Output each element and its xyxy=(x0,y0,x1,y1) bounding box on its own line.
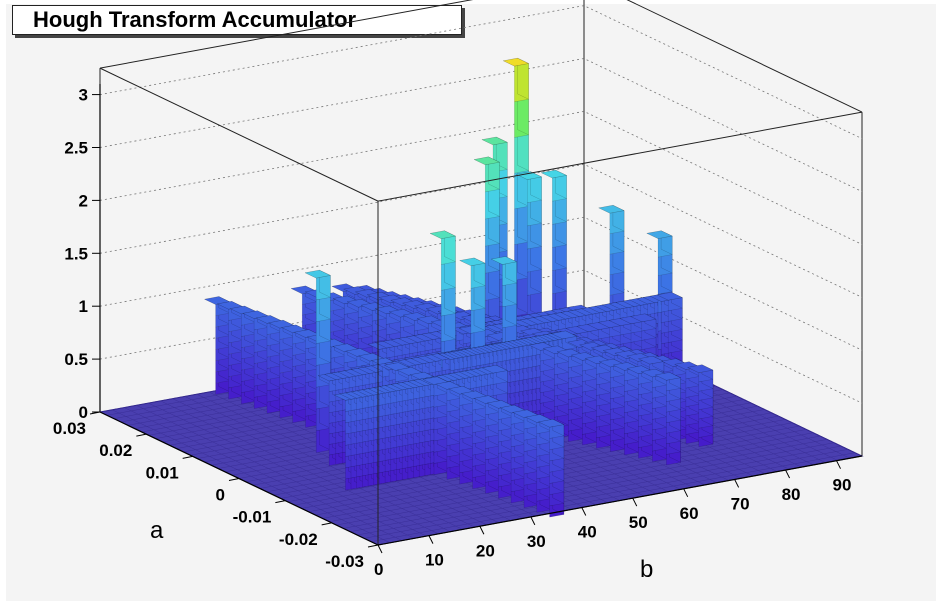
floor-gridline xyxy=(364,449,849,539)
frame-back xyxy=(99,0,863,457)
frame-top-back xyxy=(99,0,863,113)
floor-gridline xyxy=(343,439,828,529)
bar-face-top xyxy=(473,156,501,166)
wall-bar xyxy=(268,319,295,419)
wall-bar xyxy=(280,324,308,423)
chart-title: Hough Transform Accumulator xyxy=(12,5,462,35)
bar-face-top xyxy=(515,171,543,180)
bar-face-top xyxy=(481,136,508,146)
floor-gridline xyxy=(322,429,807,519)
bar-face-top xyxy=(540,169,568,179)
peak-bar xyxy=(304,269,332,453)
chart-title-text: Hough Transform Accumulator xyxy=(33,7,357,32)
floor-gridline xyxy=(357,445,842,536)
bar-face-top xyxy=(598,204,625,214)
wall-bar xyxy=(229,305,257,405)
peak-bar xyxy=(502,57,530,353)
bar-face-top xyxy=(502,57,530,67)
z-gridline xyxy=(99,110,863,245)
wall-bar xyxy=(216,300,244,400)
floor-gridline xyxy=(329,432,814,522)
wall-bar xyxy=(255,315,282,414)
floor-gridline xyxy=(336,435,821,526)
floor-gridline xyxy=(371,452,856,542)
z-gridline xyxy=(99,58,863,192)
bars-layer xyxy=(203,57,714,518)
wall-bar xyxy=(203,296,231,395)
floor-gridline xyxy=(350,442,835,532)
bar-face-top xyxy=(304,269,332,279)
wall-bar xyxy=(242,310,270,409)
z-gridline xyxy=(99,5,863,139)
